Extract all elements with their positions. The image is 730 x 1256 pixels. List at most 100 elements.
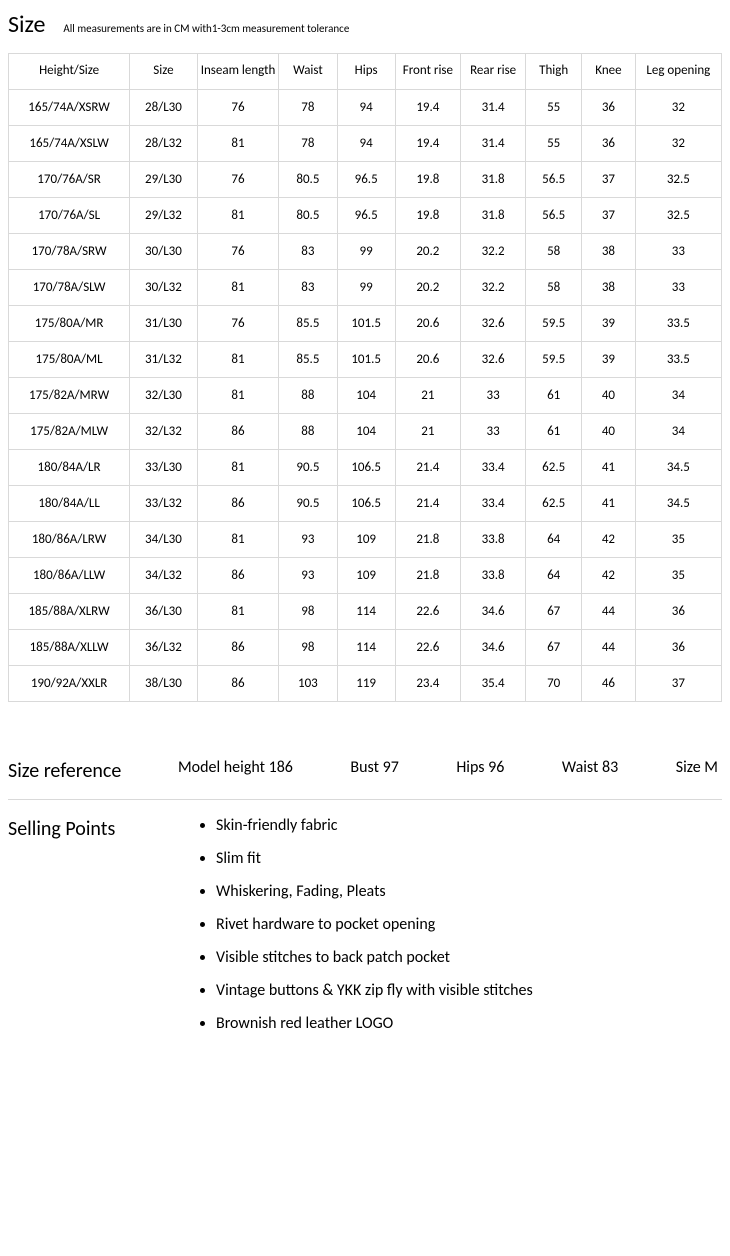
table-cell: 114: [337, 594, 395, 630]
table-cell: 114: [337, 630, 395, 666]
table-header-cell: Rear rise: [461, 54, 526, 90]
table-cell: 34/L30: [130, 522, 198, 558]
table-cell: 38: [582, 234, 636, 270]
table-cell: 59.5: [526, 306, 582, 342]
size-reference-item: Waist 83: [562, 758, 618, 777]
table-cell: 21: [395, 378, 460, 414]
table-header-cell: Inseam length: [197, 54, 279, 90]
section-label: Selling Points: [8, 816, 178, 841]
table-cell: 103: [279, 666, 337, 702]
size-reference-item: Model height 186: [178, 758, 293, 777]
table-header-cell: Thigh: [526, 54, 582, 90]
table-cell: 93: [279, 522, 337, 558]
table-cell: 94: [337, 90, 395, 126]
table-cell: 81: [197, 450, 279, 486]
table-cell: 20.6: [395, 342, 460, 378]
table-cell: 42: [582, 522, 636, 558]
table-header-cell: Front rise: [395, 54, 460, 90]
table-header-cell: Waist: [279, 54, 337, 90]
table-cell: 19.8: [395, 198, 460, 234]
table-cell: 81: [197, 270, 279, 306]
table-cell: 175/82A/MRW: [9, 378, 130, 414]
table-cell: 106.5: [337, 450, 395, 486]
selling-point-item: Slim fit: [216, 849, 722, 868]
table-cell: 33.5: [635, 342, 721, 378]
table-cell: 99: [337, 234, 395, 270]
table-cell: 86: [197, 558, 279, 594]
table-cell: 21.4: [395, 450, 460, 486]
table-cell: 88: [279, 414, 337, 450]
selling-point-item: Brownish red leather LOGO: [216, 1014, 722, 1033]
selling-point-item: Vintage buttons & YKK zip fly with visib…: [216, 981, 722, 1000]
table-cell: 180/86A/LRW: [9, 522, 130, 558]
table-cell: 36: [635, 630, 721, 666]
table-cell: 46: [582, 666, 636, 702]
table-cell: 21.8: [395, 558, 460, 594]
table-cell: 81: [197, 126, 279, 162]
table-cell: 56.5: [526, 198, 582, 234]
table-body: 165/74A/XSRW28/L3076789419.431.455363216…: [9, 90, 722, 702]
table-cell: 190/92A/XXLR: [9, 666, 130, 702]
size-note: All measurements are in CM with1-3cm mea…: [63, 22, 349, 35]
table-cell: 36: [582, 126, 636, 162]
table-cell: 90.5: [279, 450, 337, 486]
table-cell: 59.5: [526, 342, 582, 378]
table-cell: 33.4: [461, 486, 526, 522]
table-cell: 106.5: [337, 486, 395, 522]
table-cell: 80.5: [279, 198, 337, 234]
table-cell: 22.6: [395, 594, 460, 630]
page-title: Size: [8, 10, 45, 39]
table-cell: 61: [526, 378, 582, 414]
table-cell: 81: [197, 522, 279, 558]
table-cell: 34.5: [635, 450, 721, 486]
table-cell: 78: [279, 126, 337, 162]
table-cell: 28/L32: [130, 126, 198, 162]
section-label: Size reference: [8, 758, 178, 783]
table-cell: 32.6: [461, 306, 526, 342]
table-cell: 42: [582, 558, 636, 594]
table-cell: 101.5: [337, 306, 395, 342]
selling-point-item: Skin-friendly fabric: [216, 816, 722, 835]
table-cell: 37: [582, 162, 636, 198]
table-cell: 90.5: [279, 486, 337, 522]
table-cell: 170/76A/SR: [9, 162, 130, 198]
size-reference-item: Hips 96: [456, 758, 504, 777]
table-cell: 40: [582, 378, 636, 414]
table-cell: 99: [337, 270, 395, 306]
table-cell: 38/L30: [130, 666, 198, 702]
table-header-row: Height/SizeSizeInseam lengthWaistHipsFro…: [9, 54, 722, 90]
table-cell: 32/L30: [130, 378, 198, 414]
table-cell: 34.6: [461, 594, 526, 630]
table-cell: 19.4: [395, 90, 460, 126]
table-cell: 31/L32: [130, 342, 198, 378]
table-cell: 67: [526, 594, 582, 630]
size-header: Size All measurements are in CM with1-3c…: [8, 10, 722, 39]
selling-points-content: Skin-friendly fabricSlim fitWhiskering, …: [178, 816, 722, 1047]
size-reference-values: Model height 186Bust 97Hips 96Waist 83Si…: [178, 758, 722, 777]
table-cell: 36/L30: [130, 594, 198, 630]
table-cell: 165/74A/XSLW: [9, 126, 130, 162]
table-cell: 31/L30: [130, 306, 198, 342]
table-cell: 180/84A/LL: [9, 486, 130, 522]
table-header-cell: Leg opening: [635, 54, 721, 90]
table-cell: 109: [337, 522, 395, 558]
table-cell: 98: [279, 630, 337, 666]
table-cell: 34: [635, 378, 721, 414]
table-cell: 170/78A/SLW: [9, 270, 130, 306]
table-cell: 180/86A/LLW: [9, 558, 130, 594]
table-cell: 35: [635, 558, 721, 594]
table-cell: 36: [582, 90, 636, 126]
table-cell: 37: [635, 666, 721, 702]
table-row: 185/88A/XLLW36/L32869811422.634.6674436: [9, 630, 722, 666]
table-cell: 20.6: [395, 306, 460, 342]
table-row: 175/82A/MRW32/L3081881042133614034: [9, 378, 722, 414]
table-cell: 76: [197, 234, 279, 270]
table-cell: 32.5: [635, 162, 721, 198]
table-row: 175/82A/MLW32/L3286881042133614034: [9, 414, 722, 450]
table-cell: 32.5: [635, 198, 721, 234]
table-cell: 109: [337, 558, 395, 594]
table-cell: 55: [526, 126, 582, 162]
table-cell: 33: [635, 234, 721, 270]
table-cell: 20.2: [395, 234, 460, 270]
table-cell: 67: [526, 630, 582, 666]
